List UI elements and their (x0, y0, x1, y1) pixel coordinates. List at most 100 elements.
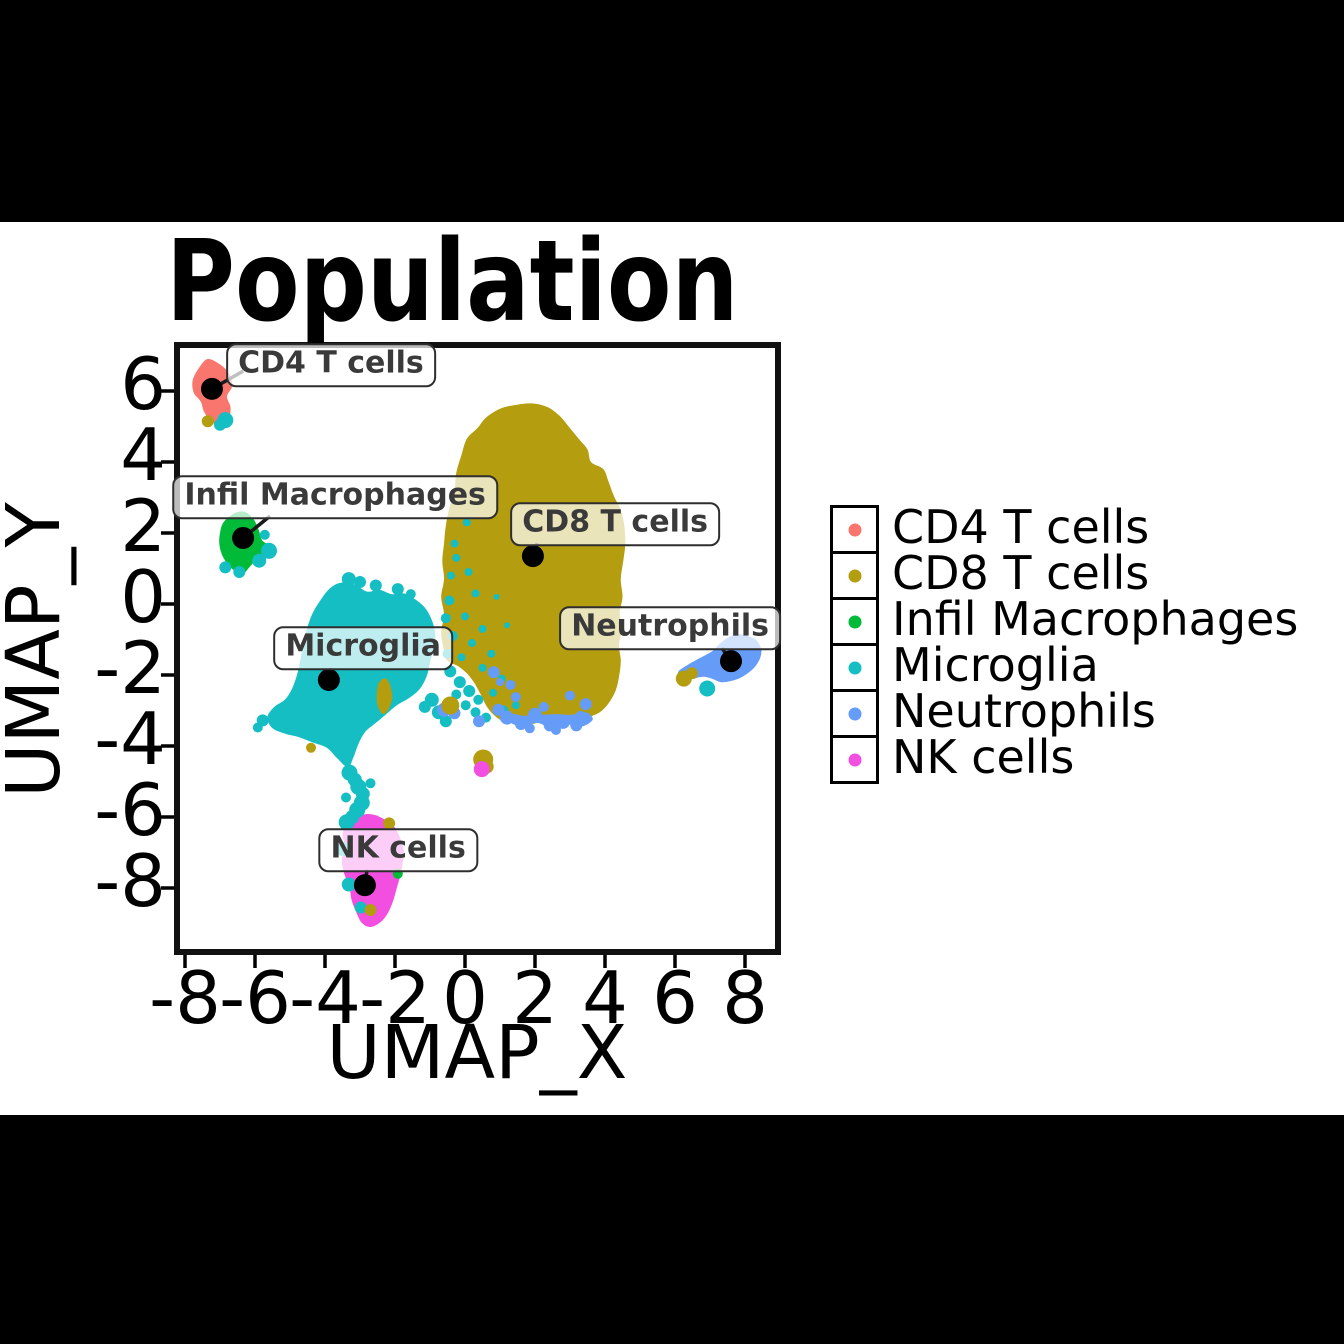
scatter-dot (493, 593, 500, 600)
legend-dot-microglia (848, 661, 861, 674)
scatter-dot (338, 814, 355, 831)
scatter-dot (463, 685, 476, 697)
centroid-dot-neutrophils (720, 650, 742, 673)
scatter-dot (524, 723, 535, 734)
scatter-dot (405, 589, 416, 600)
legend-label-microglia: Microglia (892, 638, 1099, 692)
scatter-dot (565, 690, 575, 701)
x-tick-label: 0 (442, 956, 488, 1040)
legend-key-infil-macrophages (830, 597, 879, 646)
x-tick-label: -6 (219, 956, 291, 1040)
y-tick-label: -4 (94, 697, 166, 781)
scatter-dot (685, 667, 698, 680)
scatter-dot (601, 646, 616, 661)
legend-key-microglia (830, 643, 879, 692)
scatter-dot (354, 576, 366, 588)
scatter-dot (214, 418, 226, 431)
legend-key-cd8-t-cells (830, 551, 879, 600)
legend-dot-infil-macrophages (848, 615, 861, 628)
cluster-label-microglia: Microglia (273, 626, 453, 670)
cluster-blob-microglia (267, 582, 436, 768)
x-tick-label: 8 (722, 956, 768, 1040)
y-tick-label: 6 (120, 342, 166, 426)
scatter-dot (365, 778, 376, 789)
scatter-dot (471, 589, 480, 598)
scatter-dot (504, 622, 510, 629)
scatter-dot (391, 583, 404, 596)
scatter-dot (699, 680, 716, 697)
x-tick-label: 4 (582, 956, 628, 1040)
scatter-dot (462, 518, 471, 527)
scatter-dot (556, 714, 570, 729)
centroid-dot-microglia (317, 668, 340, 691)
scatter-dot (515, 718, 527, 730)
legend-label-cd8-t-cells: CD8 T cells (892, 546, 1150, 600)
scatter-dot (464, 568, 473, 576)
scatter-dot (473, 761, 490, 778)
legend-label-cd4-t-cells: CD4 T cells (892, 500, 1150, 554)
legend-label-infil-macrophages: Infil Macrophages (892, 592, 1299, 646)
scatter-dot (441, 696, 460, 715)
centroid-dot-nk-cells (353, 874, 376, 897)
scatter-dot (579, 698, 592, 711)
scatter-dot (252, 553, 267, 568)
legend-dot-cd8-t-cells (848, 569, 861, 582)
scatter-dot (468, 639, 476, 647)
cluster-label-neutrophils: Neutrophils (559, 606, 781, 650)
scatter-dot (473, 694, 484, 705)
x-tick-label: -8 (149, 956, 221, 1040)
scatter-dot (460, 700, 471, 711)
scatter-dot (364, 904, 377, 916)
x-tick-label: 6 (652, 956, 698, 1040)
scatter-dot (470, 707, 481, 718)
scatter-dot (341, 792, 351, 803)
legend-key-nk-cells (830, 735, 879, 784)
legend-key-neutrophils (830, 689, 879, 738)
plot-panel-border (174, 342, 781, 955)
scatter-dot (341, 572, 356, 587)
scatter-dot (233, 566, 246, 578)
scatter-dot (201, 415, 214, 428)
scatter-dot (478, 624, 487, 633)
scatter-dot (261, 542, 277, 559)
y-tick-label: 2 (120, 484, 166, 568)
y-tick-label: -8 (94, 839, 166, 923)
x-tick-label: -2 (359, 956, 431, 1040)
scatter-dot (306, 742, 316, 753)
scatter-dot (369, 579, 382, 592)
scatter-dot (452, 553, 461, 562)
y-tick-label: -2 (94, 626, 166, 710)
legend-dot-cd4-t-cells (848, 523, 861, 536)
scatter-dot (487, 666, 500, 679)
scatter-dot (440, 613, 451, 624)
scatter-dot (461, 612, 469, 621)
scatter-dot (259, 529, 270, 540)
scatter-dot (510, 692, 521, 702)
scatter-dot (489, 688, 497, 697)
legend-key-cd4-t-cells (830, 505, 879, 554)
legend-label-nk-cells: NK cells (892, 730, 1075, 784)
x-tick-label: 2 (512, 956, 558, 1040)
scatter-dot (439, 715, 452, 728)
scatter-dot (575, 710, 586, 721)
y-tick-label: -6 (94, 768, 166, 852)
scatter-dot (473, 715, 485, 728)
x-tick-label: -4 (289, 956, 361, 1040)
scatter-dot (478, 663, 487, 672)
legend-dot-neutrophils (848, 707, 861, 720)
cluster-label-cd8-t-cells: CD8 T cells (510, 502, 720, 546)
scatter-dot (538, 701, 549, 712)
scatter-dot (354, 901, 367, 914)
scatter-dot (451, 689, 462, 700)
scatter-dot (492, 703, 505, 716)
scatter-dot (383, 817, 396, 830)
scatter-dot (551, 725, 561, 735)
cluster-label-infil-macrophages: Infil Macrophages (172, 475, 498, 519)
page-title: Population (166, 217, 739, 347)
scatter-dot (418, 700, 431, 713)
scatter-dot (511, 701, 520, 710)
centroid-dot-cd8-t-cells (521, 545, 544, 568)
scatter-dot (453, 676, 466, 689)
scatter-dot (528, 707, 542, 722)
centroid-dot-infil-macrophages (232, 526, 255, 549)
